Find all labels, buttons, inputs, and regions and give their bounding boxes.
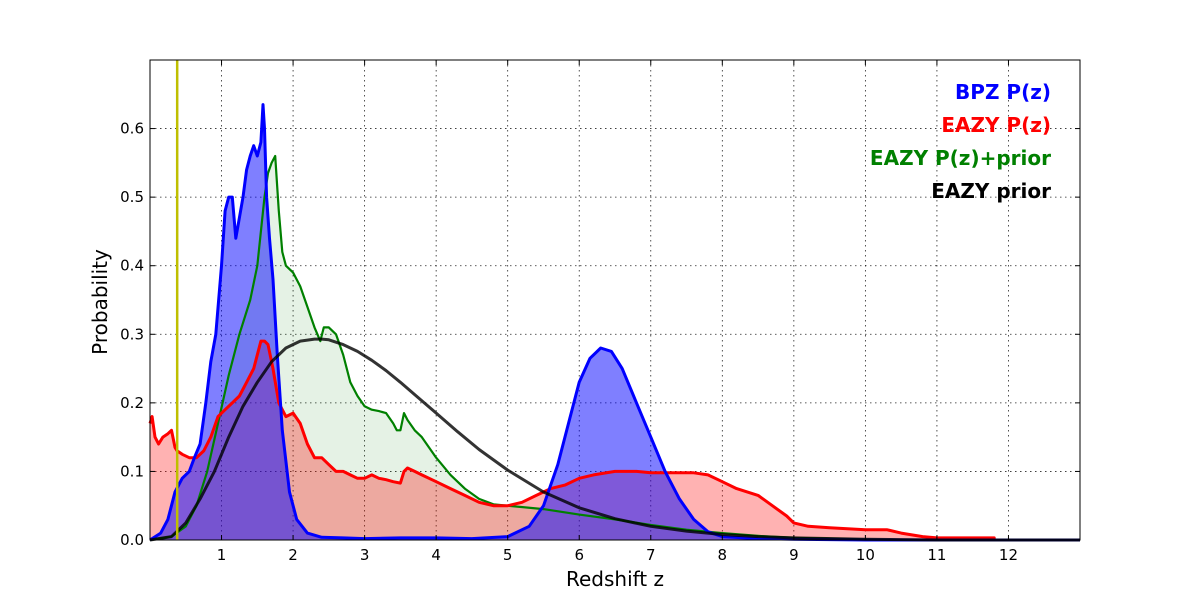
x-tick-label: 6	[574, 546, 584, 564]
y-tick-label: 0.1	[120, 462, 144, 480]
legend-entry: BPZ P(z)	[955, 80, 1051, 104]
x-tick-label: 2	[288, 546, 298, 564]
series-lines	[148, 103, 1080, 542]
legend-entry: EAZY P(z)	[941, 113, 1051, 137]
x-tick-label: 9	[789, 546, 799, 564]
legend: BPZ P(z) EAZY P(z) EAZY P(z)+prior EAZY pri…	[870, 80, 1051, 203]
x-tick-label: 1	[217, 546, 227, 564]
x-tick-label: 7	[646, 546, 656, 564]
x-tick-label: 10	[856, 546, 875, 564]
y-tick-label: 0.0	[120, 531, 144, 549]
series-fill-1	[150, 341, 995, 540]
series-fill-0	[150, 104, 1080, 540]
axis-ticks: 1 2 3 4 5 6 7 8 9 10 11 120.00.10.20.30.40.50.6	[120, 60, 1080, 564]
x-tick-label: 4	[431, 546, 441, 564]
y-axis-label: Probability	[88, 249, 112, 355]
plot-frame	[149, 59, 1081, 541]
x-tick-label: 8	[718, 546, 728, 564]
series-line-3	[149, 337, 1080, 542]
x-tick-label: 3	[360, 546, 370, 564]
series-fills	[150, 104, 1080, 540]
x-tick-label: 12	[999, 546, 1018, 564]
series-line-2	[149, 154, 1080, 542]
y-tick-label: 0.4	[120, 257, 144, 275]
legend-entry: EAZY P(z)+prior	[870, 146, 1051, 170]
x-axis-label: Redshift z	[566, 567, 664, 591]
series-line-0	[149, 103, 1080, 542]
y-tick-label: 0.5	[120, 188, 144, 206]
legend-entry: EAZY prior	[931, 179, 1051, 203]
y-tick-label: 0.2	[120, 394, 144, 412]
x-tick-label: 11	[927, 546, 946, 564]
x-tick-label: 5	[503, 546, 513, 564]
y-tick-label: 0.3	[120, 325, 144, 343]
series-fill-2	[150, 156, 1080, 540]
y-tick-label: 0.6	[120, 120, 144, 138]
series-line-1	[148, 339, 996, 540]
